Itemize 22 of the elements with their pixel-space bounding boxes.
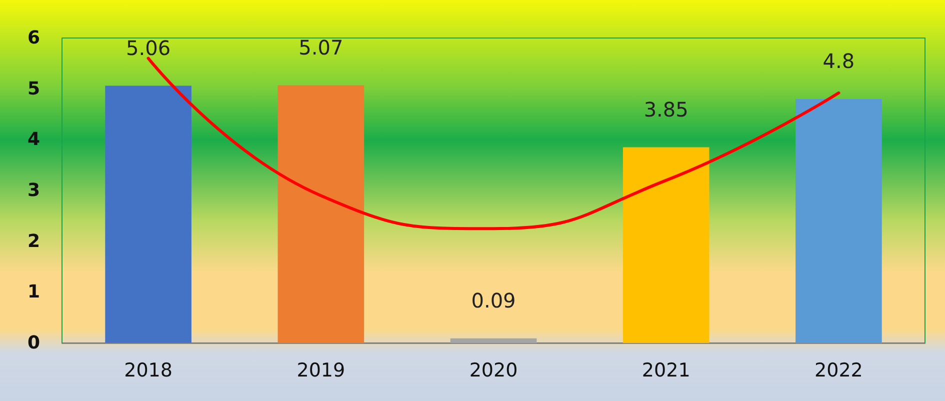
data-label: 3.85 bbox=[644, 97, 688, 122]
x-tick-label: 2022 bbox=[814, 360, 863, 382]
data-label: 5.06 bbox=[126, 36, 171, 60]
y-tick-label: 6 bbox=[27, 28, 40, 48]
bar bbox=[622, 147, 710, 343]
y-tick-label: 0 bbox=[27, 332, 40, 354]
data-label: 5.07 bbox=[298, 35, 344, 60]
y-tick-label: 2 bbox=[27, 230, 40, 252]
data-label: 0.09 bbox=[471, 288, 516, 312]
y-tick-label: 5 bbox=[27, 78, 40, 100]
x-tick-label: 2021 bbox=[642, 360, 690, 382]
data-label: 4.8 bbox=[822, 49, 855, 73]
bar bbox=[450, 338, 537, 343]
bar bbox=[105, 86, 192, 343]
bar bbox=[278, 85, 364, 343]
y-tick-label: 1 bbox=[27, 282, 40, 303]
x-tick-label: 2018 bbox=[124, 360, 172, 382]
y-tick-label: 4 bbox=[27, 129, 40, 150]
y-tick-label: 3 bbox=[27, 180, 40, 201]
x-tick-label: 2020 bbox=[469, 360, 518, 382]
bar bbox=[796, 99, 882, 343]
x-tick-label: 2019 bbox=[296, 360, 346, 382]
